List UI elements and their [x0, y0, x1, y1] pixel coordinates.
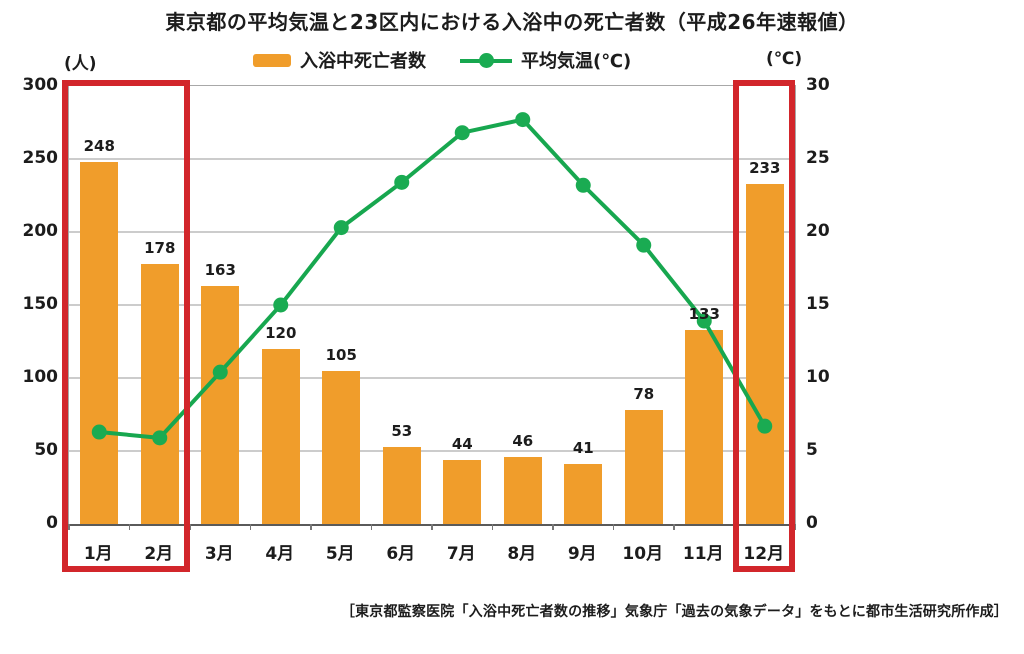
right-ytick-25: 25: [806, 148, 830, 168]
temp-point-2月: [152, 430, 168, 446]
temp-point-9月: [575, 177, 591, 193]
bar-12月: [745, 183, 784, 524]
right-ytick-15: 15: [806, 294, 830, 314]
gridline-100: [69, 377, 795, 379]
month-label-7月: 7月: [446, 544, 476, 564]
month-label-2月: 2月: [144, 544, 174, 564]
highlight-box-jan-feb: [62, 80, 190, 572]
legend-item-avg-temp: 平均気温(℃): [460, 47, 631, 73]
right-axis-unit-label: (℃): [766, 49, 803, 69]
left-ytick-150: 150: [22, 294, 59, 314]
bar-value-label-9月: 41: [572, 439, 594, 458]
bar-value-label-3月: 163: [204, 261, 236, 280]
bar-4月: [261, 348, 300, 524]
xtick-1: [128, 524, 130, 530]
left-ytick-0: 0: [46, 513, 58, 533]
line-swatch-dot: [479, 52, 494, 68]
right-ytick-20: 20: [806, 221, 830, 241]
temp-point-6月: [394, 174, 410, 190]
temp-point-1月: [91, 424, 107, 440]
left-ytick-100: 100: [22, 367, 59, 387]
right-ytick-10: 10: [806, 367, 830, 387]
bar-9月: [564, 464, 603, 524]
xtick-10: [673, 524, 675, 530]
xtick-7: [491, 524, 493, 530]
month-label-4月: 4月: [265, 544, 295, 564]
avg-temp-line: [99, 117, 767, 440]
bar-value-label-4月: 120: [265, 323, 297, 342]
bar-value-label-11月: 133: [688, 304, 720, 323]
legend-bar-label: 入浴中死亡者数: [300, 51, 426, 72]
legend: 入浴中死亡者数 平均気温(℃): [253, 47, 631, 73]
temp-point-10月: [636, 237, 652, 253]
bar-7月: [443, 459, 482, 524]
xtick-8: [552, 524, 554, 530]
bar-value-label-2月: 178: [144, 239, 176, 258]
temp-point-12月: [757, 418, 773, 434]
bar-10月: [624, 410, 663, 524]
bar-3月: [201, 286, 240, 524]
gridline-50: [69, 450, 795, 452]
xtick-0: [68, 524, 70, 530]
highlight-box-dec: [733, 80, 795, 572]
xtick-3: [249, 524, 251, 530]
xtick-5: [370, 524, 372, 530]
month-label-8月: 8月: [507, 544, 537, 564]
gridline-200: [69, 231, 795, 233]
xtick-9: [612, 524, 614, 530]
bar-5月: [322, 370, 361, 524]
right-ytick-5: 5: [806, 440, 818, 460]
bar-1月: [80, 161, 119, 524]
left-ytick-250: 250: [22, 148, 59, 168]
left-ytick-200: 200: [22, 221, 59, 241]
temp-point-7月: [454, 125, 470, 141]
month-label-3月: 3月: [204, 544, 234, 564]
month-label-1月: 1月: [83, 544, 113, 564]
temp-point-3月: [212, 364, 228, 380]
left-ytick-50: 50: [34, 440, 58, 460]
bar-2月: [140, 264, 179, 524]
chart-title: 東京都の平均気温と23区内における入浴中の死亡者数（平成26年速報値）: [165, 10, 859, 34]
right-ytick-30: 30: [806, 75, 830, 95]
xtick-4: [310, 524, 312, 530]
bar-value-label-10月: 78: [633, 385, 655, 404]
bar-value-label-5月: 105: [325, 345, 357, 364]
temp-point-4月: [273, 297, 289, 313]
gridline-150: [69, 304, 795, 306]
avg-temp-line-layer: [91, 112, 773, 446]
bar-value-label-1月: 248: [83, 136, 115, 155]
month-label-12月: 12月: [743, 544, 785, 564]
temp-point-11月: [696, 313, 712, 329]
left-axis-unit-label: (人): [64, 54, 97, 74]
bar-swatch-icon: [253, 53, 291, 67]
bar-8月: [503, 456, 542, 524]
source-attribution: ［東京都監察医院「入浴中死亡者数の推移」気象庁「過去の気象データ」をもとに都市生…: [340, 604, 1008, 620]
legend-item-bath-deaths: 入浴中死亡者数: [253, 47, 426, 73]
bar-11月: [685, 329, 724, 524]
month-label-6月: 6月: [386, 544, 416, 564]
month-label-5月: 5月: [325, 544, 355, 564]
bar-value-label-12月: 233: [749, 158, 781, 177]
legend-line-label: 平均気温(℃): [521, 51, 632, 72]
month-label-10月: 10月: [622, 544, 664, 564]
xtick-6: [431, 524, 433, 530]
line-swatch-icon: [460, 52, 512, 68]
temp-point-5月: [333, 220, 349, 236]
bar-value-label-7月: 44: [451, 434, 473, 453]
month-label-9月: 9月: [567, 544, 597, 564]
bar-value-label-6月: 53: [391, 421, 413, 440]
left-ytick-300: 300: [22, 75, 59, 95]
bar-6月: [382, 446, 421, 524]
temp-point-8月: [515, 112, 531, 128]
right-ytick-0: 0: [806, 513, 818, 533]
bar-value-label-8月: 46: [512, 431, 534, 450]
month-label-11月: 11月: [682, 544, 724, 564]
